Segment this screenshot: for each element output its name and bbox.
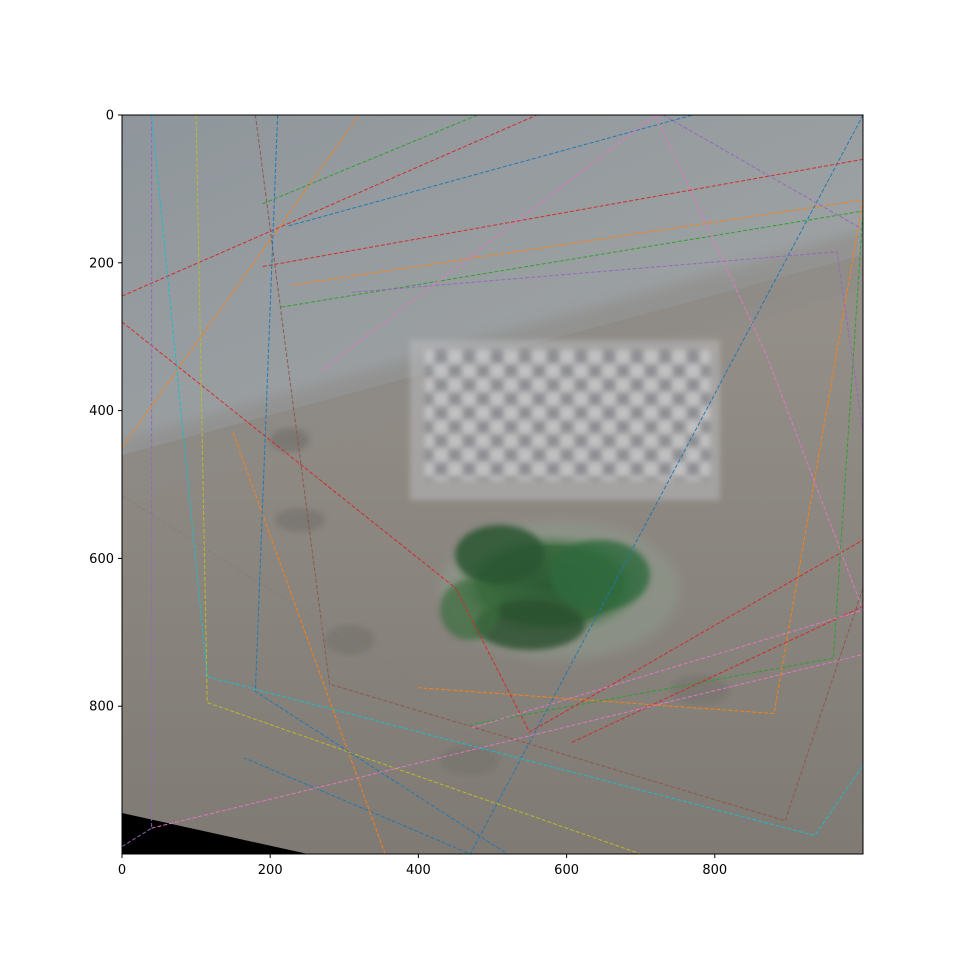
- boundary-overlay-0: [244, 115, 863, 854]
- y-tick-label: 600: [89, 552, 114, 567]
- boundary-overlay-15: [151, 115, 863, 837]
- boundary-overlay-11: [321, 115, 863, 729]
- axes-frame: [121, 114, 864, 855]
- y-tick-label: 400: [89, 404, 114, 419]
- boundary-overlay-6: [122, 321, 863, 733]
- y-tick-label: 0: [106, 109, 114, 124]
- boundary-overlays: [122, 115, 863, 854]
- boundary-overlay-14: [195, 115, 641, 854]
- x-tick-label: 400: [406, 863, 431, 878]
- y-tick-label: 200: [89, 256, 114, 271]
- boundary-overlay-18: [254, 115, 508, 854]
- boundary-overlay-17: [232, 432, 386, 854]
- boundary-overlay-9: [662, 115, 863, 230]
- boundary-overlay-13: [122, 495, 597, 854]
- x-tick-label: 0: [118, 863, 126, 878]
- boundary-overlay-5: [122, 115, 538, 297]
- y-tick-label: 800: [89, 700, 114, 715]
- boundary-overlay-3: [281, 210, 863, 726]
- boundary-overlay-7: [351, 251, 863, 433]
- boundary-overlay-1: [292, 199, 863, 715]
- boundary-overlay-16: [122, 115, 360, 448]
- boundary-overlay-12: [151, 653, 863, 829]
- x-tick-label: 800: [702, 863, 727, 878]
- boundary-overlay-10: [254, 115, 863, 822]
- boundary-overlay-2: [262, 115, 478, 205]
- x-tick-label: 200: [258, 863, 283, 878]
- x-tick-label: 600: [554, 863, 579, 878]
- background-photo: [122, 115, 863, 854]
- x-axis: 0 200 400 600 800: [118, 854, 727, 878]
- y-axis: 0 200 400 600 800: [89, 109, 122, 715]
- boundary-overlay-4: [262, 158, 863, 744]
- boundary-overlay-8: [122, 115, 153, 848]
